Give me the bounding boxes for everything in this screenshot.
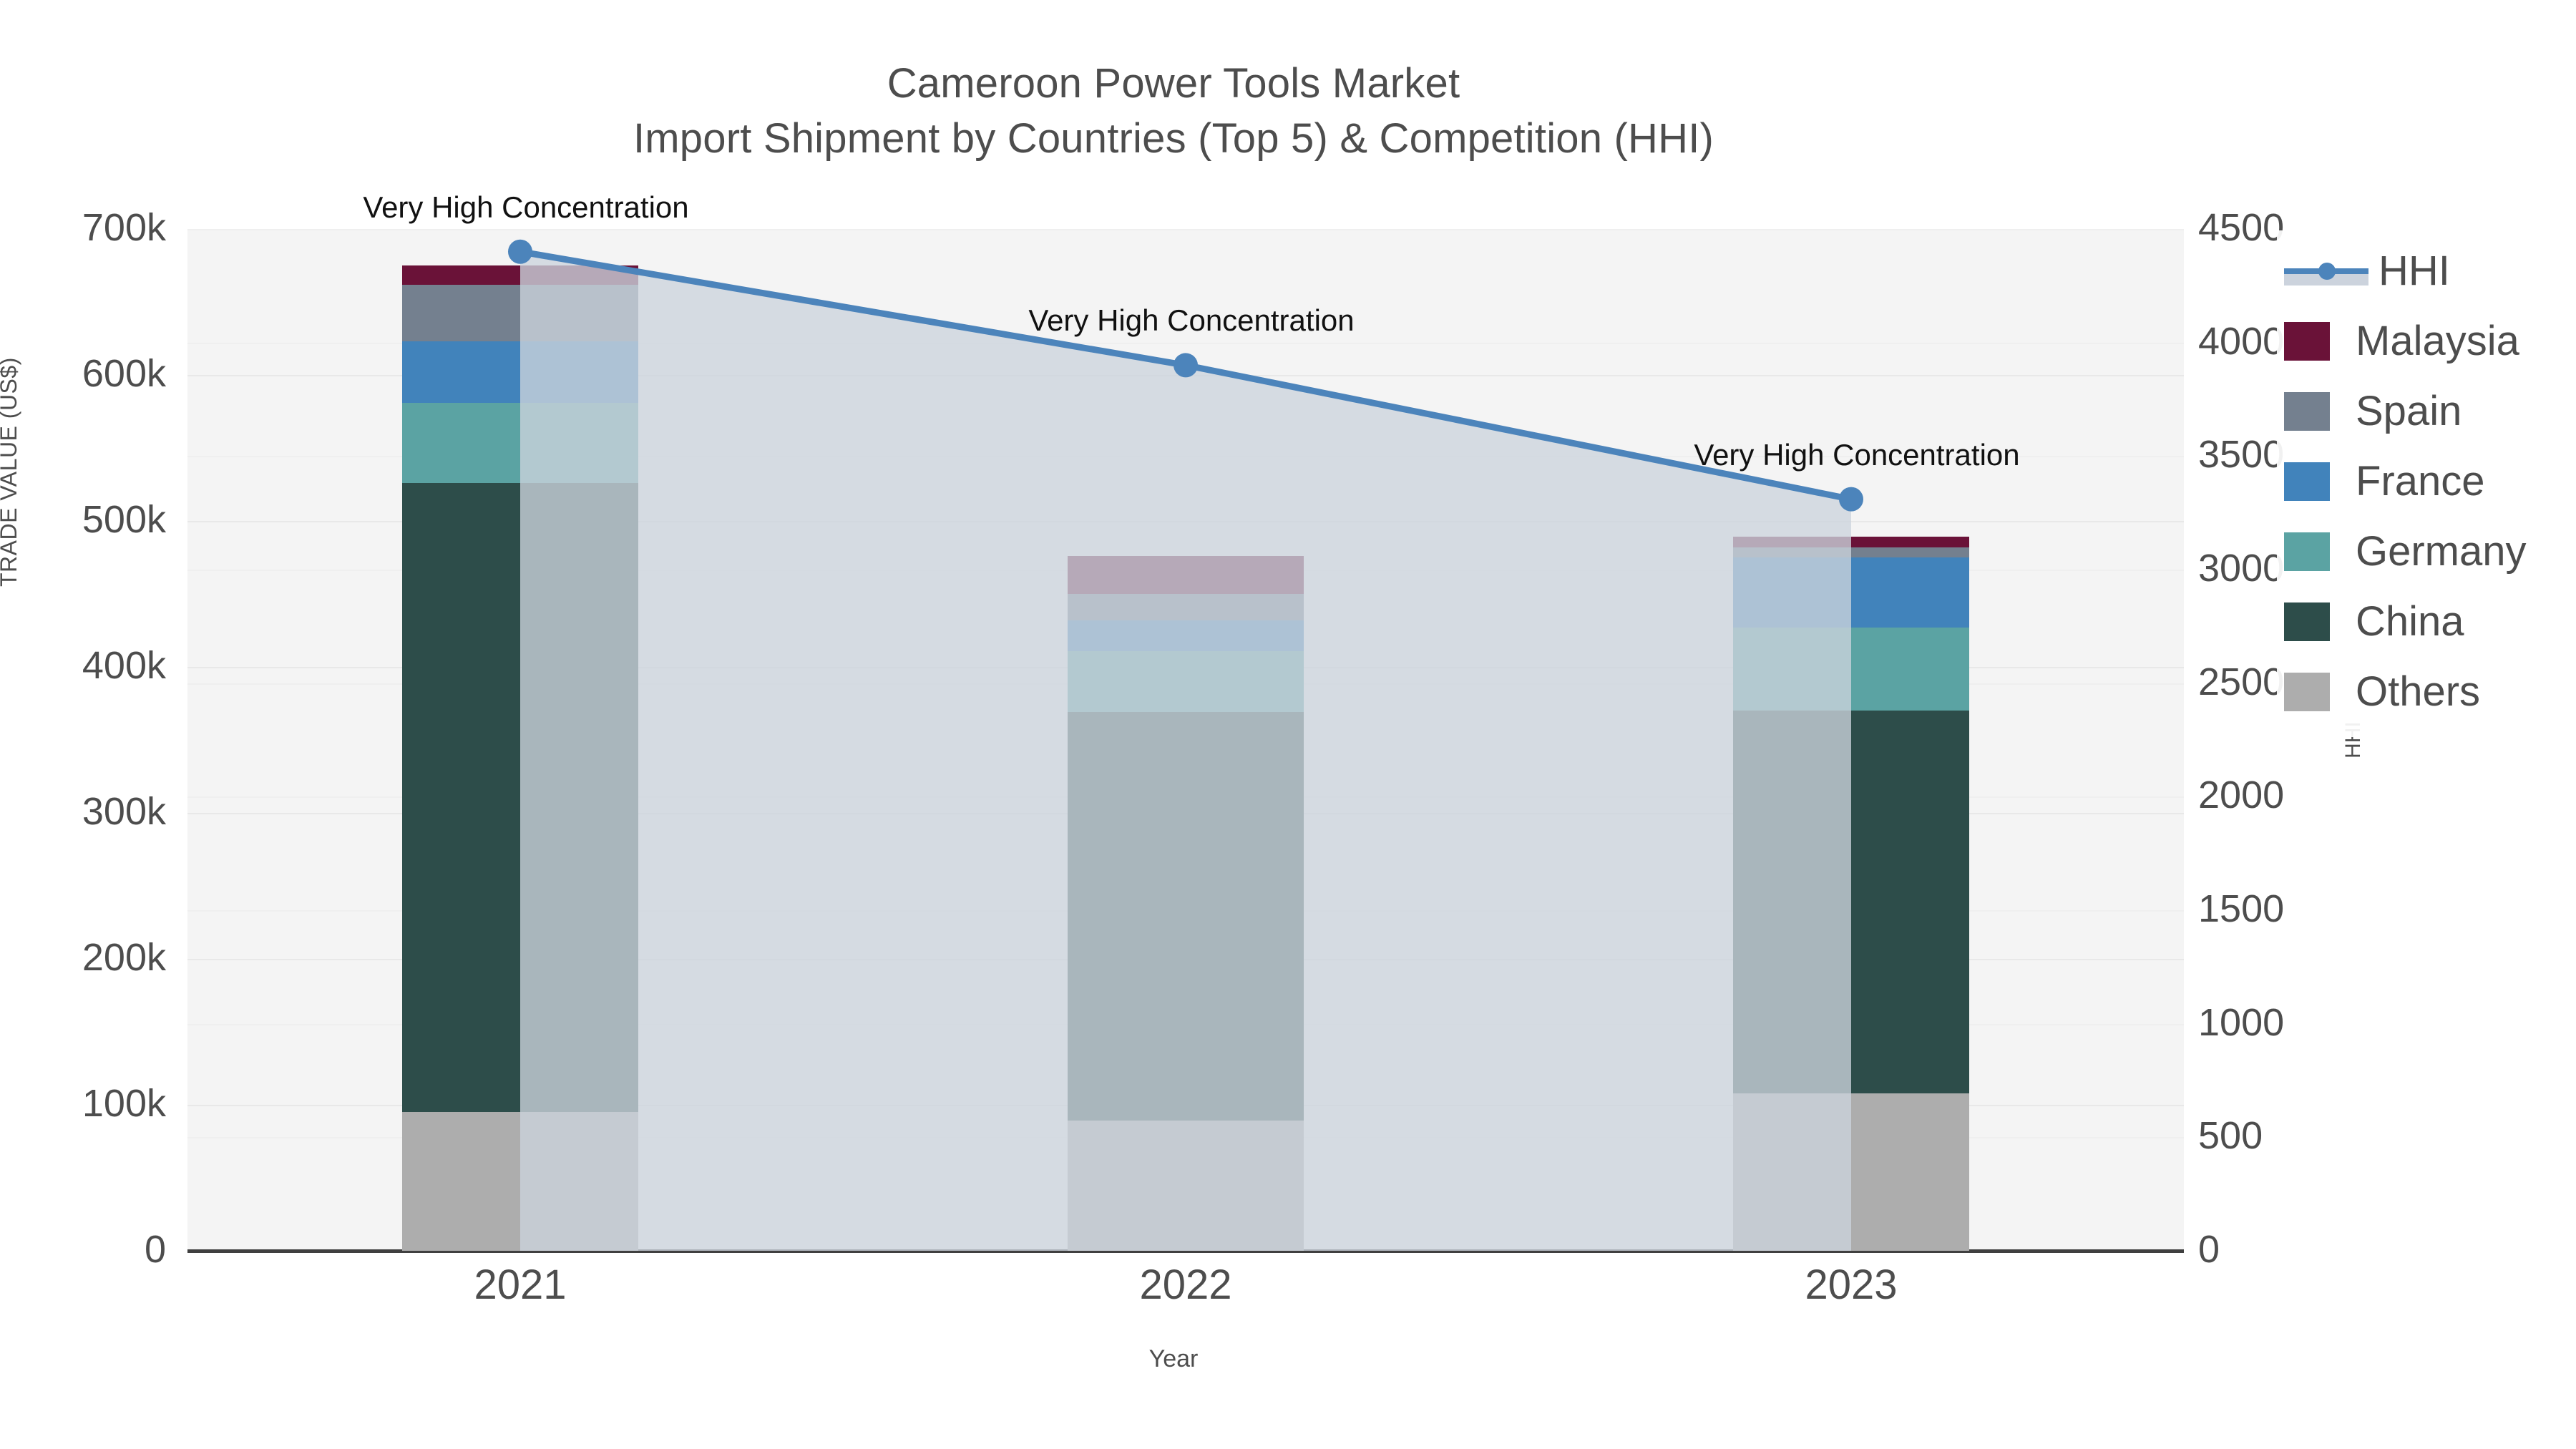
x-axis-line	[187, 1249, 2184, 1253]
legend-item-france[interactable]: France	[2284, 447, 2527, 517]
legend-item-others[interactable]: Others	[2284, 657, 2527, 727]
chart-subtitle: Import Shipment by Countries (Top 5) & C…	[633, 115, 1714, 162]
y-tick-label-left: 200k	[82, 936, 166, 979]
bar-segment[interactable]	[1068, 594, 1304, 620]
bar-segment[interactable]	[1733, 627, 1969, 711]
legend-color-swatch-icon	[2284, 673, 2330, 711]
legend-item-label: Malaysia	[2356, 318, 2519, 364]
bar-segment[interactable]	[1733, 537, 1969, 547]
bar-segment[interactable]	[1733, 711, 1969, 1093]
bar-segment[interactable]	[1733, 547, 1969, 557]
y-tick-label-right: 500	[2198, 1114, 2263, 1158]
x-tick-label: 2021	[474, 1262, 567, 1308]
legend-item-china[interactable]: China	[2284, 587, 2527, 657]
y-tick-label-left: 400k	[82, 644, 166, 687]
legend-item-label: Others	[2356, 668, 2481, 715]
legend-item-spain[interactable]: Spain	[2284, 376, 2527, 447]
y-axis-left-label: TRADE VALUE (US$)	[0, 357, 21, 587]
bar-segment[interactable]	[402, 341, 638, 403]
bar-segment[interactable]	[402, 265, 638, 285]
y-tick-label-right: 3000	[2198, 547, 2285, 590]
y-tick-label-right: 4500	[2198, 206, 2285, 249]
legend-color-swatch-icon	[2284, 392, 2330, 431]
legend-item-label: China	[2356, 598, 2464, 645]
legend-color-swatch-icon	[2284, 462, 2330, 501]
bar-segment[interactable]	[1068, 650, 1304, 713]
legend-color-swatch-icon	[2284, 322, 2330, 361]
legend-item-malaysia[interactable]: Malaysia	[2284, 306, 2527, 376]
chart-title-block: Cameroon Power Tools Market Import Shipm…	[0, 56, 2347, 166]
bar-segment[interactable]	[402, 1112, 638, 1251]
gridline-right	[187, 229, 2184, 230]
chart-title: Cameroon Power Tools Market	[887, 60, 1460, 107]
x-tick-label: 2022	[1139, 1262, 1232, 1308]
x-axis-label: Year	[1148, 1345, 1199, 1372]
bar-segment[interactable]	[1068, 620, 1304, 651]
bar-segment[interactable]	[1068, 712, 1304, 1121]
y-tick-label-left: 600k	[82, 352, 166, 395]
legend-item-label: Spain	[2356, 388, 2462, 434]
legend-item-label: Germany	[2356, 528, 2527, 575]
y-tick-label-left: 700k	[82, 206, 166, 249]
bar-segment[interactable]	[402, 402, 638, 483]
concentration-annotation: Very High Concentration	[1694, 437, 2020, 472]
y-tick-label-right: 3500	[2198, 433, 2285, 477]
chart-legend[interactable]: HHI Malaysia Spain France Germany China Others	[2277, 230, 2534, 737]
bar-segment[interactable]	[1068, 555, 1304, 594]
legend-item-label: France	[2356, 458, 2485, 504]
y-tick-label-left: 100k	[82, 1082, 166, 1125]
y-tick-label-right: 1500	[2198, 887, 2285, 930]
bar-segment[interactable]	[402, 284, 638, 342]
legend-item-germany[interactable]: Germany	[2284, 517, 2527, 587]
concentration-annotation: Very High Concentration	[363, 190, 689, 224]
y-tick-label-right: 1000	[2198, 1000, 2285, 1044]
legend-line-swatch-icon	[2284, 252, 2368, 291]
x-tick-label: 2023	[1805, 1262, 1898, 1308]
bar-segment[interactable]	[1733, 557, 1969, 628]
y-tick-label-right: 0	[2198, 1228, 2220, 1271]
legend-color-swatch-icon	[2284, 602, 2330, 641]
legend-item-label: HHI	[2379, 248, 2450, 294]
legend-color-swatch-icon	[2284, 532, 2330, 571]
bar-segment[interactable]	[1068, 1121, 1304, 1251]
y-tick-label-left: 500k	[82, 498, 166, 541]
bar-segment[interactable]	[402, 482, 638, 1113]
y-tick-label-right: 2000	[2198, 774, 2285, 817]
concentration-annotation: Very High Concentration	[1028, 303, 1355, 338]
bar-segment[interactable]	[1733, 1093, 1969, 1251]
legend-item-hhi[interactable]: HHI	[2284, 236, 2527, 306]
y-tick-label-left: 0	[144, 1228, 166, 1271]
y-tick-label-right: 2500	[2198, 660, 2285, 703]
y-tick-label-right: 4000	[2198, 319, 2285, 363]
y-tick-label-left: 300k	[82, 790, 166, 833]
